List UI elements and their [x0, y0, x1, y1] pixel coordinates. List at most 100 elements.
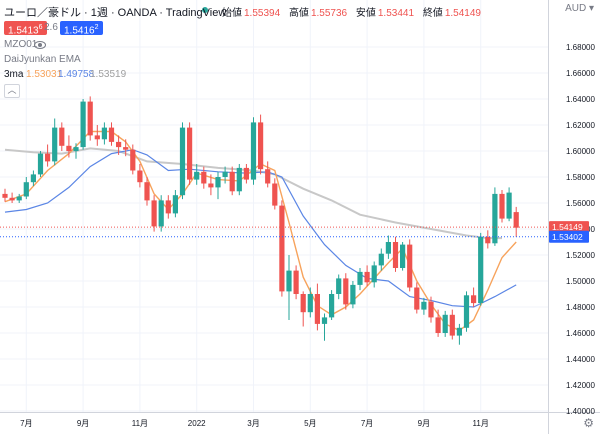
candle-body	[272, 183, 278, 206]
candle-body	[307, 294, 313, 313]
y-tick-label: 1.58000	[566, 173, 595, 182]
candle	[80, 99, 86, 150]
indicator-ema-label[interactable]: DaiJyunkan EMA	[4, 54, 81, 65]
buy-button[interactable]: 1.54162	[60, 21, 103, 36]
y-tick-label: 1.52000	[566, 251, 595, 260]
candle	[258, 114, 264, 175]
price-axis[interactable]: 1.68000 1.66000 1.64000 1.62000 1.60000 1.580…	[549, 43, 595, 416]
candle-body	[208, 183, 214, 188]
candle-body	[392, 242, 399, 268]
candle-body	[456, 327, 462, 336]
high-label: 高値	[288, 8, 309, 19]
candle	[421, 297, 427, 315]
candle	[272, 178, 278, 210]
candle-body	[130, 149, 136, 171]
sell-button[interactable]: 1.54136	[4, 21, 47, 36]
chevron-down-icon: ▾	[588, 3, 594, 14]
candle-body	[357, 271, 363, 285]
open-value: 1.55394	[244, 8, 281, 19]
candle	[449, 309, 455, 340]
candle	[144, 177, 150, 206]
x-tick-label: 2022	[188, 419, 206, 428]
candle-body	[187, 127, 193, 180]
candle	[307, 287, 313, 318]
candle	[385, 235, 391, 259]
candle-body	[201, 171, 207, 184]
candle-body	[108, 127, 115, 142]
candle	[336, 274, 342, 300]
candle-body	[137, 170, 143, 183]
candle-body	[45, 153, 51, 162]
candle	[250, 117, 257, 185]
candle	[137, 164, 143, 188]
y-tick-label: 1.68000	[566, 43, 595, 52]
candle-body	[52, 127, 58, 162]
candle	[87, 96, 93, 141]
collapse-legend-button[interactable]: ︿	[4, 84, 20, 98]
candle	[243, 164, 249, 184]
candle	[179, 122, 186, 200]
candle	[293, 265, 299, 300]
candle	[222, 166, 228, 184]
candle-body	[158, 200, 164, 227]
candle-body	[343, 278, 349, 305]
currency-selector[interactable]: AUD ▾	[565, 3, 594, 14]
last-price-tag-bg	[549, 221, 589, 234]
candle-body	[215, 177, 221, 188]
candle-body	[222, 171, 228, 177]
candle	[407, 239, 413, 292]
candle-body	[151, 200, 157, 227]
ma-mid-value: 1.49758	[58, 69, 95, 80]
candle	[300, 291, 306, 327]
candle	[201, 166, 207, 189]
market-open-dot	[202, 7, 208, 13]
candle-body	[80, 101, 86, 148]
candle	[321, 313, 328, 341]
candle-body	[435, 317, 441, 333]
time-axis[interactable]: 7月 9月 11月 2022 3月 5月 7月 9月 11月	[20, 419, 489, 428]
candle	[30, 170, 36, 187]
close-label: 終値	[422, 8, 443, 19]
indicator-ma-label[interactable]: 3ma	[4, 69, 24, 80]
candle-body	[265, 169, 271, 184]
candle	[492, 187, 498, 246]
y-tick-label: 1.64000	[566, 95, 595, 104]
candle-body	[23, 182, 29, 197]
candle-body	[144, 182, 150, 201]
indicator-mzo-label[interactable]: MZO01	[4, 39, 38, 50]
candle-body	[336, 278, 342, 294]
ma-price-tag-label: 1.53402	[552, 232, 583, 242]
chart-title: ユーロ／豪ドル · 1週 · OANDA · TradingView	[4, 7, 227, 19]
candle	[499, 190, 505, 223]
gear-icon[interactable]: ⚙	[583, 416, 594, 430]
candle-body	[371, 265, 377, 283]
candle	[208, 174, 214, 196]
candle-body	[499, 193, 505, 219]
candle	[378, 248, 384, 271]
candle	[435, 309, 441, 337]
y-tick-label: 1.44000	[566, 355, 595, 364]
candle	[471, 287, 477, 307]
candle	[414, 282, 420, 314]
candle	[59, 122, 65, 151]
eye-icon[interactable]	[34, 41, 46, 49]
candle-body	[30, 174, 36, 183]
candle-body	[9, 197, 15, 201]
candle-body	[2, 193, 8, 198]
candle-body	[279, 205, 285, 292]
x-tick-label: 7月	[20, 419, 32, 428]
candle-body	[229, 171, 235, 192]
x-tick-label: 11月	[473, 419, 489, 428]
candle	[286, 255, 292, 320]
candle	[428, 296, 434, 323]
candle-body	[492, 193, 498, 244]
candle	[45, 144, 51, 167]
ohlc-values: 始値 1.55394 高値 1.55736 安値 1.53441 終値 1.54149	[222, 4, 487, 19]
low-value: 1.53441	[377, 8, 415, 19]
candle-body	[428, 301, 434, 318]
candle	[151, 195, 157, 232]
candle-body	[385, 242, 391, 254]
candle	[108, 122, 115, 146]
candle	[329, 290, 335, 320]
